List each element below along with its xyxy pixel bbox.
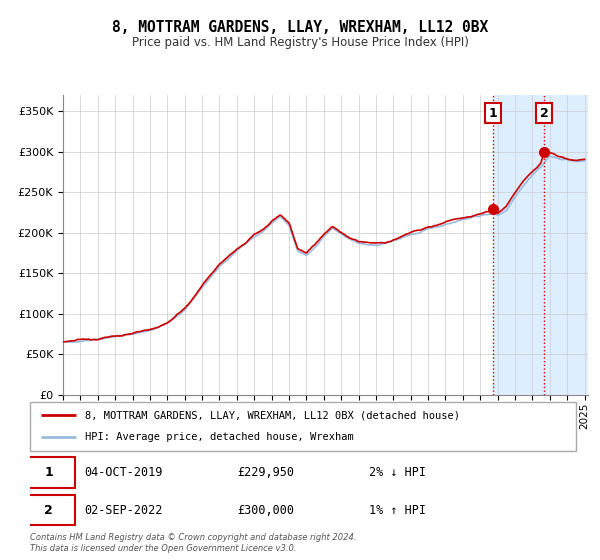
Text: Contains HM Land Registry data © Crown copyright and database right 2024.
This d: Contains HM Land Registry data © Crown c… — [30, 533, 356, 553]
Text: 2: 2 — [44, 503, 53, 517]
Text: 04-OCT-2019: 04-OCT-2019 — [85, 466, 163, 479]
Text: Price paid vs. HM Land Registry's House Price Index (HPI): Price paid vs. HM Land Registry's House … — [131, 36, 469, 49]
Text: 1: 1 — [489, 106, 497, 119]
Bar — [493, 95, 588, 395]
Text: 1% ↑ HPI: 1% ↑ HPI — [368, 503, 425, 517]
Text: 1: 1 — [44, 466, 53, 479]
Text: £229,950: £229,950 — [238, 466, 295, 479]
Text: HPI: Average price, detached house, Wrexham: HPI: Average price, detached house, Wrex… — [85, 432, 353, 442]
FancyBboxPatch shape — [30, 402, 576, 451]
Text: 8, MOTTRAM GARDENS, LLAY, WREXHAM, LL12 0BX: 8, MOTTRAM GARDENS, LLAY, WREXHAM, LL12 … — [112, 20, 488, 35]
Text: 8, MOTTRAM GARDENS, LLAY, WREXHAM, LL12 0BX (detached house): 8, MOTTRAM GARDENS, LLAY, WREXHAM, LL12 … — [85, 410, 460, 421]
FancyBboxPatch shape — [22, 495, 76, 525]
Text: £300,000: £300,000 — [238, 503, 295, 517]
FancyBboxPatch shape — [22, 458, 76, 488]
Text: 02-SEP-2022: 02-SEP-2022 — [85, 503, 163, 517]
Text: 2% ↓ HPI: 2% ↓ HPI — [368, 466, 425, 479]
Text: 2: 2 — [539, 106, 548, 119]
